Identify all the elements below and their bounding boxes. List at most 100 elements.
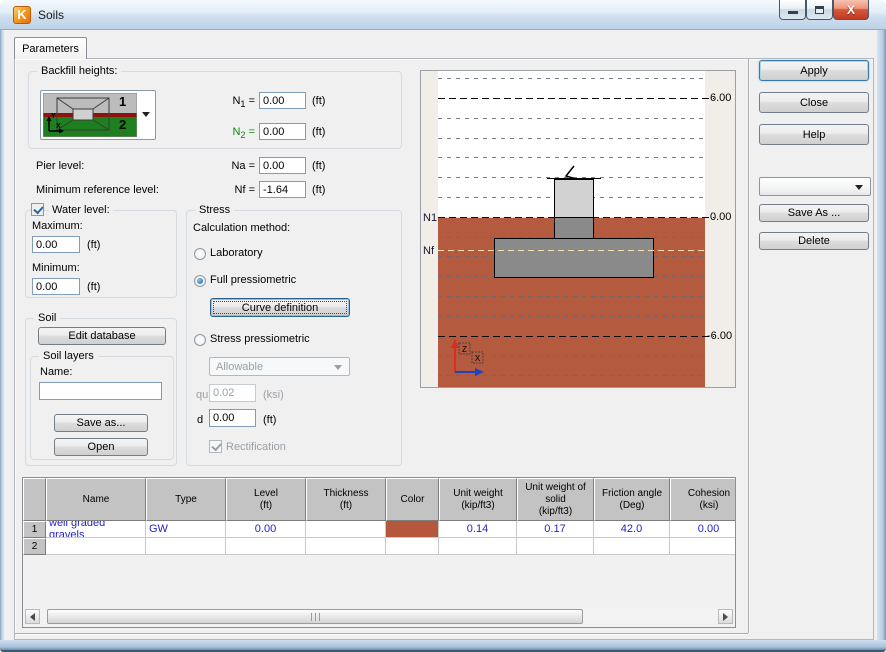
na-field-label: Na = [231,160,255,172]
row-header-1[interactable]: 1 [23,521,46,538]
backfill-type-picker[interactable]: 1 2 Y X [40,90,156,140]
gridline [438,375,705,376]
qu-input[interactable] [209,384,256,402]
preset-combo-arrow-icon [855,185,863,190]
cell-level[interactable] [226,538,306,555]
axis-z-label: Z [462,345,467,354]
scroll-right-button[interactable] [718,609,733,624]
stress-pressiometric-radio[interactable] [194,334,206,346]
water-max-input[interactable] [32,236,80,253]
n2-input[interactable] [259,123,306,140]
water-level-label: Water level: [49,204,113,216]
header-cohesion: Cohesion (ksi) [670,478,735,521]
cell-type[interactable]: GW [146,521,226,538]
close-icon: X [846,2,855,17]
cell-unit-weight[interactable] [439,538,517,555]
table-grid: Name Type Level (ft) Thickness (ft) Colo… [23,478,735,555]
cell-friction-angle[interactable] [594,538,670,555]
title-bar[interactable]: K Soils X [0,0,886,30]
water-min-input[interactable] [32,278,80,295]
cell-friction-angle[interactable]: 42.0 [594,521,670,538]
minimum-label: Minimum: [32,262,80,274]
pier-cut-line [547,178,601,179]
d-input[interactable] [209,409,256,427]
full-pressiometric-label: Full pressiometric [210,274,297,286]
cell-unit-weight-solid[interactable] [517,538,594,555]
layer-name-input[interactable] [39,382,162,400]
scroll-left-button[interactable] [25,609,40,624]
open-layer-button[interactable]: Open [54,438,148,456]
minimize-button[interactable] [779,0,806,20]
cell-name[interactable]: well graded gravels [46,521,146,538]
scroll-right-icon [723,612,728,621]
header-thickness: Thickness (ft) [306,478,386,521]
cell-unit-weight[interactable]: 0.14 [439,521,517,538]
backfill-heights-label: Backfill heights: [37,65,122,77]
rectification-label: Rectification [226,441,286,453]
panel-separator-horizontal [15,633,748,634]
header-name: Name [46,478,146,521]
header-unit-weight-solid: Unit weight of solid (kip/ft3) [517,478,594,521]
gridline-major-minus6 [438,336,714,337]
cell-name[interactable] [46,538,146,555]
na-input[interactable] [259,157,306,174]
help-button[interactable]: Help [759,124,869,145]
cell-cohesion[interactable]: 0.00 [670,521,735,538]
tick-6: 6.00 [710,92,732,104]
preset-combo[interactable] [759,177,871,196]
stress-group-label: Stress [195,204,235,216]
full-pressiometric-radio[interactable] [194,275,206,287]
cell-color[interactable] [386,538,439,555]
edit-database-button[interactable]: Edit database [38,327,166,345]
nf-input[interactable] [259,181,306,198]
thumb-x-axis-label: X [56,123,61,130]
cell-cohesion[interactable] [670,538,735,555]
cell-level[interactable]: 0.00 [226,521,306,538]
row-header-2[interactable]: 2 [23,538,46,555]
n1-field-label: N1 = [232,95,255,110]
cell-color[interactable] [386,521,439,538]
backfill-heights-group: Backfill heights: [28,65,402,149]
header-color: Color [386,478,439,521]
cell-thickness[interactable] [306,521,386,538]
delete-button[interactable]: Delete [759,232,869,250]
gridline [438,316,705,317]
app-icon: K [13,6,31,24]
allowable-combo[interactable]: Allowable [209,357,350,376]
laboratory-label: Laboratory [210,247,263,259]
close-window-button[interactable]: X [833,0,869,20]
curve-definition-button[interactable]: Curve definition [210,298,350,317]
cell-unit-weight-solid[interactable]: 0.17 [517,521,594,538]
save-as-button[interactable]: Save As ... [759,204,869,222]
backfill-dropdown-arrow-icon[interactable] [142,112,150,117]
laboratory-radio[interactable] [194,248,206,260]
cell-thickness[interactable] [306,538,386,555]
water-level-checkbox[interactable] [31,203,44,216]
gridline-major-6 [438,98,714,99]
drawing-n1-label: N1 [423,212,438,224]
n1-unit: (ft) [312,95,326,107]
scrollbar-thumb[interactable] [47,609,583,624]
tab-parameters[interactable]: Parameters [14,37,87,59]
maximize-button[interactable] [806,0,833,20]
allowable-combo-value: Allowable [216,360,264,373]
close-button[interactable]: Close [759,92,869,113]
qu-unit: (ksi) [263,389,284,401]
save-as-layer-button[interactable]: Save as... [54,414,148,432]
zx-axis-icon: Z X [451,339,484,376]
pier-below-ground [554,217,594,239]
gridline [438,118,705,119]
n1-input[interactable] [259,92,306,109]
cell-type[interactable] [146,538,226,555]
tab-label: Parameters [22,42,79,55]
footing [494,238,654,278]
window-frame-bottom [0,640,886,652]
allowable-combo-arrow-icon [334,365,342,370]
apply-button[interactable]: Apply [759,60,869,81]
tick-minus6: -6.00 [707,330,733,342]
table-horizontal-scrollbar[interactable] [25,609,733,624]
rectification-checkbox[interactable] [209,440,222,453]
maximum-label: Maximum: [32,220,83,232]
water-max-unit: (ft) [87,239,101,251]
nf-level-line [438,250,705,251]
